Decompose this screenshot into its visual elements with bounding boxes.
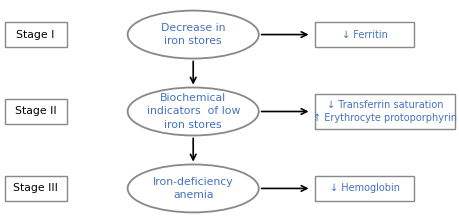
Text: ↓ Hemoglobin: ↓ Hemoglobin (329, 184, 399, 193)
FancyBboxPatch shape (5, 99, 67, 124)
Ellipse shape (128, 10, 258, 58)
Ellipse shape (128, 88, 258, 135)
FancyBboxPatch shape (314, 176, 413, 201)
Text: Decrease in
iron stores: Decrease in iron stores (161, 23, 225, 46)
Text: Stage III: Stage III (13, 184, 58, 193)
Text: Stage I: Stage I (17, 30, 55, 39)
Text: Stage II: Stage II (15, 107, 56, 116)
Text: Biochemical
indicators  of low
iron stores: Biochemical indicators of low iron store… (146, 93, 239, 130)
FancyBboxPatch shape (5, 176, 67, 201)
Text: Iron-deficiency
anemia: Iron-deficiency anemia (152, 177, 233, 200)
FancyBboxPatch shape (314, 22, 413, 47)
FancyBboxPatch shape (314, 94, 454, 129)
Text: ↓ Transferrin saturation
↑ Erythrocyte protoporphyrin: ↓ Transferrin saturation ↑ Erythrocyte p… (313, 100, 456, 123)
Text: ↓ Ferritin: ↓ Ferritin (341, 30, 386, 39)
FancyBboxPatch shape (5, 22, 67, 47)
Ellipse shape (128, 165, 258, 212)
